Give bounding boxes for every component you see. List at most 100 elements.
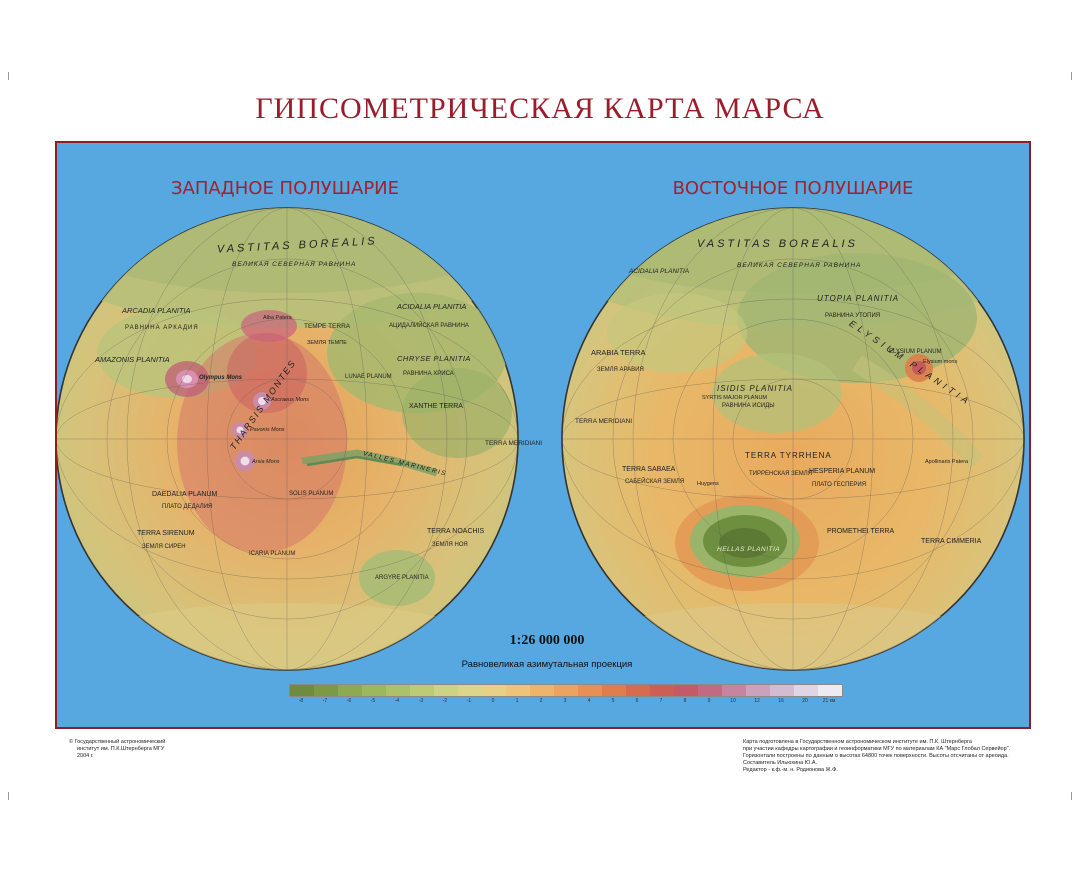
label-isidis-planitia: ISIDIS PLANITIA <box>717 384 793 393</box>
legend-tick-label: -8 <box>298 698 304 704</box>
legend-tick-label: 20 <box>802 698 808 704</box>
legend-swatch <box>506 685 530 696</box>
label-hesperia-planum: HESPERIA PLANUM <box>809 468 875 475</box>
label-hesperia-ru: ПЛАТО ГЕСПЕРИЯ <box>812 482 866 488</box>
legend-tick-label: -5 <box>370 698 376 704</box>
label-arcadia-ru: РАВНИНА АРКАДИЯ <box>125 325 199 331</box>
legend-swatch <box>698 685 722 696</box>
page-title: ГИПСОМЕТРИЧЕСКАЯ КАРТА МАРСА <box>255 92 825 125</box>
label-tempe-ru: ЗЕМЛЯ ТЕМПЕ <box>307 340 347 346</box>
label-chryse-planitia: CHRYSE PLANITIA <box>397 354 471 363</box>
legend-swatch <box>770 685 794 696</box>
label-olympus-mons: Olympus Mons <box>199 375 243 381</box>
legend-swatch <box>458 685 482 696</box>
label-terra-sabaea: TERRA SABAEA <box>622 466 676 473</box>
label-noachis-ru: ЗЕМЛЯ НОЯ <box>432 542 468 548</box>
label-terra-meridiani-west: TERRA MERIDIANI <box>485 440 542 447</box>
credits-line: Редактор - к.ф.-м. н. Родионова Ж.Ф. <box>743 767 838 773</box>
label-daedalia-ru: ПЛАТО ДЕДАЛИЯ <box>162 504 212 510</box>
label-daedalia-planum: DAEDALIA PLANUM <box>152 491 218 498</box>
label-lunae-planum: LUNAE PLANUM <box>345 374 392 380</box>
mars-map: VASTITAS BOREALIS ВЕЛИКАЯ СЕВЕРНАЯ РАВНИ… <box>57 207 1025 671</box>
map-scale: 1:26 000 000 <box>509 633 585 648</box>
legend-swatch <box>674 685 698 696</box>
label-isidis-ru: РАВНИНА ИСИДЫ <box>722 403 775 409</box>
label-great-northern-plain-west: ВЕЛИКАЯ СЕВЕРНАЯ РАВНИНА <box>232 261 356 268</box>
legend-swatch <box>818 685 842 696</box>
label-terra-tyrrhena: TERRA TYRRHENA <box>745 451 832 460</box>
label-terra-cimmeria: TERRA CIMMERIA <box>921 538 982 545</box>
label-elysium-mons: Elysium mons <box>923 359 957 365</box>
legend-tick-label: 2 <box>539 698 543 704</box>
western-hemisphere-title: ЗАПАДНОЕ ПОЛУШАРИЕ <box>170 178 400 199</box>
crop-mark <box>1071 72 1072 80</box>
label-tempe-terra: TEMPE TERRA <box>304 323 351 330</box>
label-ascraeus-mons: Ascraeus Mons <box>270 397 309 403</box>
legend-tick-label: 21 км <box>822 698 836 704</box>
legend-swatch <box>314 685 338 696</box>
label-arsia-mons: Arsia Mons <box>251 459 280 465</box>
western-hemisphere-globe <box>57 207 519 671</box>
crop-mark <box>8 72 9 80</box>
label-chryse-ru: РАВНИНА ХРИСА <box>403 371 454 377</box>
legend-swatch <box>602 685 626 696</box>
label-apollinaris-patera: Apollinaris Patera <box>925 459 969 465</box>
legend-tick-label: 16 <box>778 698 784 704</box>
label-syrtis-major: SYRTIS MAJOR PLANUM <box>702 395 767 401</box>
label-arcadia-planitia: ARCADIA PLANITIA <box>121 306 191 315</box>
copyright-line: институт им. П.К.Штернберга МГУ <box>77 746 165 752</box>
label-promethei-terra: PROMETHEI TERRA <box>827 528 894 535</box>
crop-mark <box>8 792 9 800</box>
legend-tick-label: -6 <box>346 698 352 704</box>
legend-tick-label: 3 <box>563 698 567 704</box>
label-sabaea-ru: САБЕЙСКАЯ ЗЕМЛЯ <box>625 477 684 485</box>
legend-swatch <box>794 685 818 696</box>
crop-mark <box>1071 792 1072 800</box>
legend-tick-label: 8 <box>683 698 687 704</box>
label-utopia-planitia: UTOPIA PLANITIA <box>817 294 899 303</box>
legend-swatch <box>290 685 314 696</box>
label-arabia-ru: ЗЕМЛЯ АРАВИЯ <box>597 367 644 373</box>
legend-tick-label: 7 <box>659 698 663 704</box>
label-vastitas-borealis-east: VASTITAS BOREALIS <box>697 238 858 250</box>
legend-tick-label: 9 <box>707 698 711 704</box>
legend-tick-label: 4 <box>587 698 591 704</box>
label-utopia-ru: РАВНИНА УТОПИЯ <box>825 313 880 319</box>
credits-note: Карта подготовлена в Государственном аст… <box>743 739 1043 774</box>
credits-line: Карта подготовлена в Государственном аст… <box>743 739 972 745</box>
legend-swatch <box>362 685 386 696</box>
label-xanthe-terra: XANTHE TERRA <box>409 403 463 410</box>
legend-swatch <box>650 685 674 696</box>
legend-tick-label: -7 <box>322 698 328 704</box>
credits-line: Горизонтали построены по данным о высота… <box>743 753 1009 759</box>
label-acidalia-planitia-east: ACIDALIA PLANITIA <box>628 268 689 275</box>
legend-tick-label: 0 <box>491 698 495 704</box>
legend-swatch <box>626 685 650 696</box>
legend-swatch <box>482 685 506 696</box>
legend-swatch <box>338 685 362 696</box>
legend-swatch <box>386 685 410 696</box>
label-elysium-planum: ELYSIUM PLANUM <box>889 349 942 355</box>
label-terra-sirenum: TERRA SIRENUM <box>137 530 195 537</box>
label-solis-planum: SOLIS PLANUM <box>289 491 333 497</box>
legend-swatch <box>578 685 602 696</box>
label-great-northern-plain-east: ВЕЛИКАЯ СЕВЕРНАЯ РАВНИНА <box>737 262 861 269</box>
label-alba-patera: Alba Patera <box>263 315 293 321</box>
copyright-note: © Государственный астрономический инстит… <box>69 739 249 760</box>
credits-line: Составитель Ильюхина Ю.А. <box>743 760 818 766</box>
legend-tick-label: 12 <box>754 698 760 704</box>
label-terra-noachis: TERRA NOACHIS <box>427 528 485 535</box>
label-sirenum-ru: ЗЕМЛЯ СИРЕН <box>142 544 186 550</box>
legend-swatch <box>554 685 578 696</box>
credits-line: при участии кафедры картографии и геоинф… <box>743 746 1011 752</box>
label-pavonis-mons: Pavonis Mons <box>250 427 285 433</box>
legend-tick-label: -2 <box>442 698 448 704</box>
legend-tick-label: -3 <box>418 698 424 704</box>
legend-swatch <box>434 685 458 696</box>
label-amazonis-planitia: AMAZONIS PLANITIA <box>94 355 170 364</box>
legend-swatch <box>746 685 770 696</box>
legend-tick-label: -4 <box>394 698 400 704</box>
legend-tick-label: 1 <box>515 698 519 704</box>
eastern-hemisphere-title: ВОСТОЧНОЕ ПОЛУШАРИЕ <box>672 178 914 199</box>
label-acidalia-planitia-west: ACIDALIA PLANITIA <box>396 302 466 311</box>
